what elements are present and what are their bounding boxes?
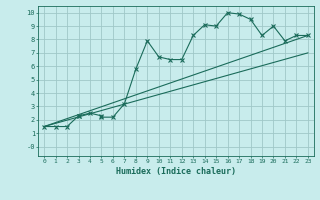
X-axis label: Humidex (Indice chaleur): Humidex (Indice chaleur) — [116, 167, 236, 176]
